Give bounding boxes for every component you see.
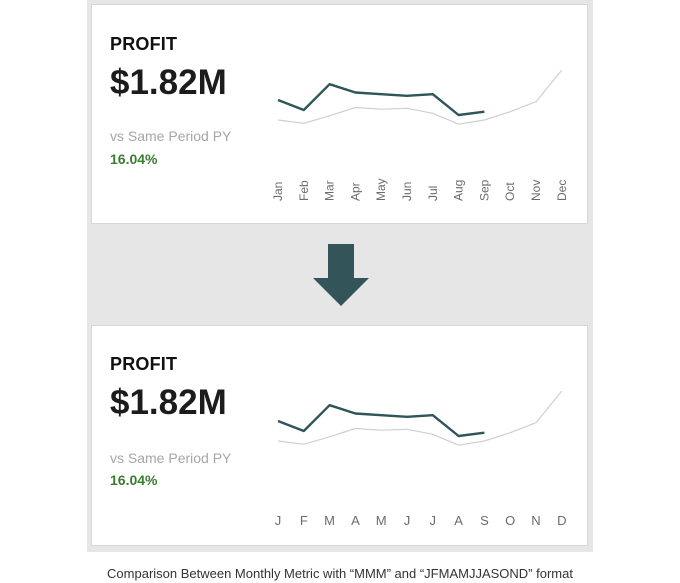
- month-tick-label: J: [275, 513, 282, 528]
- month-tick-label: Feb: [297, 180, 311, 201]
- month-tick-label: Sep: [477, 179, 491, 201]
- comparison-label: vs Same Period PY: [110, 450, 232, 466]
- month-tick-label: May: [374, 178, 388, 201]
- profit-card-mmm: PROFIT $1.82M vs Same Period PY 16.04% J…: [91, 4, 588, 224]
- month-tick-label: S: [480, 513, 489, 528]
- month-tick-label: F: [300, 513, 308, 528]
- month-tick-label: M: [324, 513, 335, 528]
- current-year-line: [277, 82, 485, 117]
- sparkline-chart: Jan Feb Mar Apr May Jun Jul Aug Sep Oct Nov Dec: [271, 69, 569, 201]
- month-tick-label: J: [430, 513, 437, 528]
- month-tick-label: Oct: [503, 182, 517, 201]
- figure-caption: Comparison Between Monthly Metric with “…: [107, 566, 573, 581]
- current-year-line: [277, 403, 485, 438]
- card-title: PROFIT: [110, 34, 178, 54]
- arrow-down-shape: [313, 244, 369, 306]
- card-title: PROFIT: [110, 354, 178, 374]
- month-tick-label: J: [404, 513, 411, 528]
- profit-value: $1.82M: [110, 383, 227, 422]
- profit-value: $1.82M: [110, 63, 227, 102]
- month-tick-label: Jun: [400, 182, 414, 201]
- month-tick-label: Jul: [426, 186, 440, 201]
- month-tick-label: A: [351, 513, 360, 528]
- month-tick-label: Nov: [529, 180, 543, 201]
- profit-card-jfmamjjasond: PROFIT $1.82M vs Same Period PY 16.04% J…: [91, 325, 588, 546]
- month-tick-label: O: [505, 513, 515, 528]
- change-percent: 16.04%: [110, 151, 158, 167]
- change-percent: 16.04%: [110, 472, 158, 488]
- month-tick-label: A: [454, 513, 463, 528]
- month-tick-label: D: [557, 513, 566, 528]
- prior-year-line: [277, 69, 563, 125]
- arrow-down-icon: [313, 244, 369, 306]
- month-tick-label: M: [376, 513, 387, 528]
- month-tick-label: Apr: [348, 182, 362, 201]
- month-tick-label: Aug: [452, 180, 466, 201]
- month-tick-label: Jan: [271, 182, 285, 201]
- month-tick-label: Dec: [555, 180, 569, 201]
- prior-year-line: [277, 390, 563, 446]
- month-tick-label: N: [531, 513, 540, 528]
- comparison-label: vs Same Period PY: [110, 128, 232, 144]
- month-tick-label: Mar: [323, 180, 337, 201]
